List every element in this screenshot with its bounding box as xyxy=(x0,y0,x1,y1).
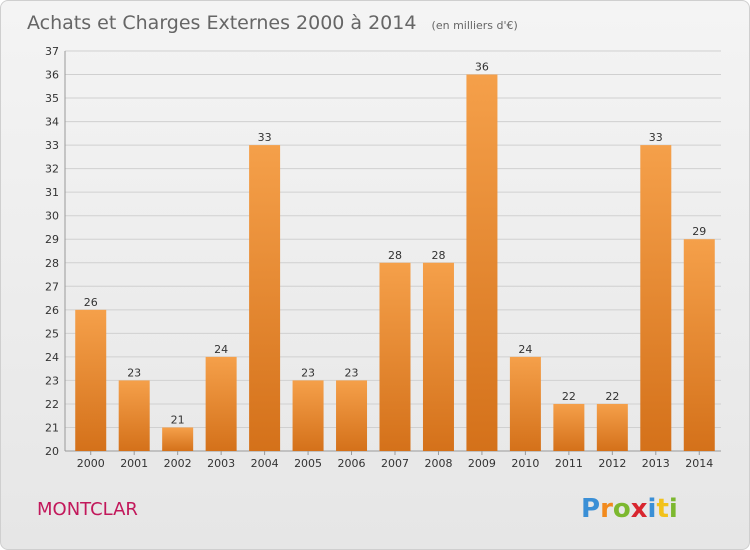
bar xyxy=(422,262,454,451)
y-axis-ticks: 20 21 22 23 24 25 26 27 28 29 30 31 32 33 34 35 36 37 xyxy=(45,45,59,458)
data-label: 28 xyxy=(388,249,402,262)
proxiti-logo: Proxiti xyxy=(581,494,678,524)
x-tick-label: 2004 xyxy=(251,457,279,470)
y-tick-label: 33 xyxy=(45,139,59,152)
logo-letter: i xyxy=(669,494,678,524)
data-label: 24 xyxy=(518,343,532,356)
bar xyxy=(683,239,715,451)
data-label: 28 xyxy=(431,249,445,262)
x-tick-label: 2011 xyxy=(555,457,583,470)
bar xyxy=(466,74,498,451)
x-tick-label: 2006 xyxy=(338,457,366,470)
bar xyxy=(640,145,672,451)
logo-letter: i xyxy=(648,494,657,524)
y-tick-label: 36 xyxy=(45,69,59,82)
y-tick-label: 20 xyxy=(45,445,59,458)
y-tick-label: 23 xyxy=(45,374,59,387)
bar xyxy=(118,380,150,451)
y-tick-label: 24 xyxy=(45,351,59,364)
y-tick-label: 32 xyxy=(45,163,59,176)
y-tick-label: 31 xyxy=(45,186,59,199)
bar xyxy=(379,262,411,451)
data-label: 29 xyxy=(692,225,706,238)
bar xyxy=(553,403,585,451)
data-label: 36 xyxy=(475,61,489,74)
x-tick-label: 2003 xyxy=(207,457,235,470)
data-label: 23 xyxy=(301,366,315,379)
data-label: 22 xyxy=(562,390,576,403)
bars: 26 23 21 24 33 23 23 28 28 36 24 22 22 33 29 xyxy=(75,61,715,451)
y-tick-label: 25 xyxy=(45,327,59,340)
x-tick-label: 2010 xyxy=(511,457,539,470)
y-tick-label: 30 xyxy=(45,210,59,223)
bar xyxy=(75,309,107,451)
x-tick-label: 2007 xyxy=(381,457,409,470)
x-tick-label: 2005 xyxy=(294,457,322,470)
logo-letter: x xyxy=(631,494,648,524)
x-tick-label: 2012 xyxy=(598,457,626,470)
y-tick-label: 22 xyxy=(45,398,59,411)
data-label: 23 xyxy=(345,366,359,379)
y-tick-label: 37 xyxy=(45,45,59,58)
data-label: 33 xyxy=(258,131,272,144)
data-label: 21 xyxy=(171,413,185,426)
y-tick-label: 35 xyxy=(45,92,59,105)
y-tick-label: 29 xyxy=(45,233,59,246)
chart-subtitle: (en milliers d'€) xyxy=(432,19,518,32)
chart-title-line: Achats et Charges Externes 2000 à 2014 (… xyxy=(27,12,518,34)
bar xyxy=(249,145,281,451)
bar xyxy=(509,356,541,451)
x-tick-label: 2013 xyxy=(642,457,670,470)
logo-letter: r xyxy=(600,494,613,524)
logo-letter: t xyxy=(656,494,668,524)
y-tick-label: 34 xyxy=(45,116,59,129)
bar xyxy=(336,380,368,451)
grid xyxy=(64,50,721,452)
data-label: 23 xyxy=(127,366,141,379)
x-tick-label: 2001 xyxy=(120,457,148,470)
data-label: 33 xyxy=(649,131,663,144)
data-label: 22 xyxy=(605,390,619,403)
data-label: 26 xyxy=(84,296,98,309)
data-label: 24 xyxy=(214,343,228,356)
y-tick-label: 27 xyxy=(45,280,59,293)
bar xyxy=(162,427,194,451)
logo-letter: P xyxy=(581,494,600,524)
bar xyxy=(205,356,237,451)
x-tick-label: 2009 xyxy=(468,457,496,470)
y-tick-label: 28 xyxy=(45,257,59,270)
bar xyxy=(596,403,628,451)
y-tick-label: 21 xyxy=(45,421,59,434)
logo-letter: o xyxy=(613,494,631,524)
chart-title: Achats et Charges Externes 2000 à 2014 xyxy=(27,12,416,34)
x-tick-label: 2014 xyxy=(685,457,713,470)
bar xyxy=(292,380,324,451)
y-tick-label: 26 xyxy=(45,304,59,317)
x-tick-label: 2000 xyxy=(77,457,105,470)
x-axis-ticks: 2000 2001 2002 2003 2004 2005 2006 2007 2008 2009… xyxy=(77,451,713,470)
x-tick-label: 2008 xyxy=(424,457,452,470)
x-tick-label: 2002 xyxy=(164,457,192,470)
commune-name: MONTCLAR xyxy=(37,499,138,520)
